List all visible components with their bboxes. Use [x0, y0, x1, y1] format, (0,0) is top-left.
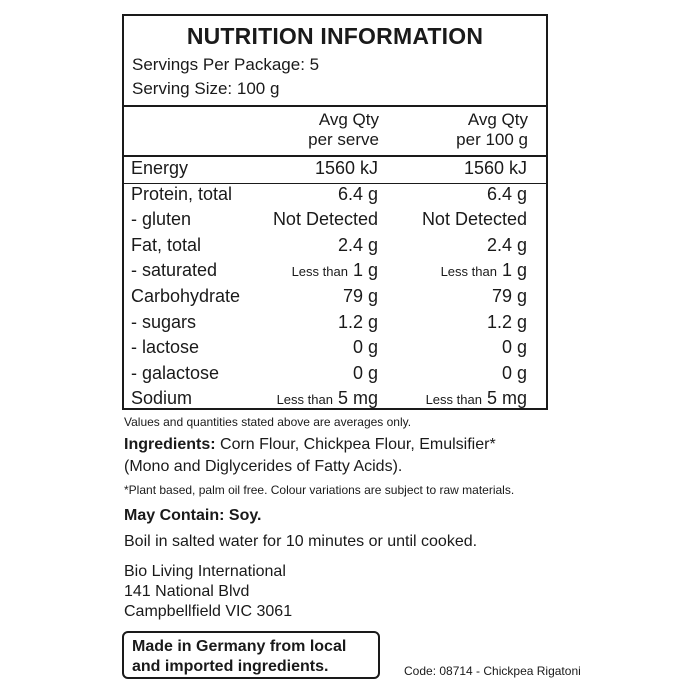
- divider-energy: [124, 183, 546, 184]
- nutrient-value: 1 g: [501, 260, 527, 281]
- column-header-per-100g: Avg Qty per 100 g: [456, 110, 528, 150]
- nutrient-value: 1.2 g: [337, 311, 378, 332]
- less-than-qualifier: Less than: [425, 392, 482, 408]
- nutrient-value: Not Detected: [272, 209, 378, 230]
- nutrition-panel: NUTRITION INFORMATION Servings Per Packa…: [122, 14, 548, 410]
- value-per-serve: 0 g: [353, 337, 378, 358]
- nutrient-value: 79 g: [342, 286, 378, 306]
- value-per-serve: 2.4 g: [338, 235, 378, 256]
- value-per-serve: Less than 5 mg: [277, 388, 378, 409]
- nutrient-row: Sodium Less than 5 mg Less than 5 mg: [124, 388, 546, 413]
- nutrient-value: 2.4 g: [337, 234, 378, 255]
- value-per-100g: 1.2 g: [487, 312, 527, 333]
- value-per-serve: 6.4 g: [338, 184, 378, 205]
- nutrient-row: - galactose 0 g 0 g: [124, 363, 546, 388]
- value-per-100g: 0 g: [502, 337, 527, 358]
- value-per-100g: 79 g: [492, 286, 527, 307]
- nutrient-value: 0 g: [352, 362, 378, 383]
- nutrient-label: - sugars: [131, 311, 197, 332]
- origin-line: Made in Germany from local: [132, 638, 347, 655]
- ingredients-line-2: (Mono and Diglycerides of Fatty Acids).: [124, 458, 403, 475]
- nutrient-label: Protein, total: [131, 183, 233, 204]
- company-street: 141 National Blvd: [124, 583, 250, 600]
- divider-top: [124, 105, 546, 107]
- value-per-serve: 79 g: [343, 286, 378, 307]
- nutrient-value: 1.2 g: [486, 311, 527, 332]
- serving-size: Serving Size: 100 g: [132, 79, 280, 98]
- divider-header: [124, 155, 546, 157]
- company-name: Bio Living International: [124, 563, 286, 580]
- value-per-100g: Less than 1 g: [441, 260, 527, 281]
- nutrient-value: 0 g: [352, 337, 378, 358]
- nutrient-value: 5 mg: [337, 388, 378, 409]
- nutrient-value: Not Detected: [421, 209, 527, 230]
- nutrient-value: 0 g: [501, 337, 527, 358]
- origin-line: and imported ingredients.: [132, 658, 329, 675]
- less-than-qualifier: Less than: [291, 264, 348, 280]
- nutrient-label: Carbohydrate: [131, 286, 241, 306]
- value-per-100g: 0 g: [502, 363, 527, 384]
- ingredients-heading: Ingredients:: [124, 436, 216, 453]
- footnote: *Plant based, palm oil free. Colour vari…: [124, 483, 515, 497]
- nutrient-label: Energy: [131, 158, 189, 178]
- nutrient-value: 0 g: [501, 362, 527, 383]
- value-per-100g: 1560 kJ: [464, 158, 527, 179]
- nutrient-value: 2.4 g: [486, 234, 527, 255]
- less-than-qualifier: Less than: [276, 392, 333, 408]
- nutrient-value: 6.4 g: [486, 183, 527, 204]
- cooking-instructions: Boil in salted water for 10 minutes or u…: [124, 533, 478, 550]
- column-header-line: Avg Qty: [467, 110, 528, 129]
- nutrient-value: 1560 kJ: [463, 158, 527, 178]
- may-contain: May Contain: Soy.: [124, 507, 262, 524]
- nutrient-row: - sugars 1.2 g 1.2 g: [124, 312, 546, 337]
- column-header-per-serve: Avg Qty per serve: [308, 110, 379, 150]
- less-than-qualifier: Less than: [440, 264, 497, 280]
- ingredients-text: Corn Flour, Chickpea Flour, Emulsifier*: [215, 436, 496, 453]
- nutrient-value: 6.4 g: [337, 183, 378, 204]
- value-per-100g: Not Detected: [422, 209, 527, 230]
- ingredients-line-1: Ingredients: Corn Flour, Chickpea Flour,…: [124, 436, 496, 454]
- value-per-serve: Less than 1 g: [292, 260, 378, 281]
- origin-box: Made in Germany from local and imported …: [122, 631, 380, 679]
- company-city: Campbellfield VIC 3061: [124, 603, 293, 620]
- panel-title: NUTRITION INFORMATION: [186, 23, 484, 49]
- nutrient-row: - gluten Not Detected Not Detected: [124, 209, 546, 234]
- value-per-100g: 2.4 g: [487, 235, 527, 256]
- value-per-serve: 1560 kJ: [315, 158, 378, 179]
- value-per-100g: Less than 5 mg: [426, 388, 527, 409]
- value-per-serve: Not Detected: [273, 209, 378, 230]
- averages-note: Values and quantities stated above are a…: [124, 415, 412, 429]
- column-header-line: Avg Qty: [318, 110, 379, 129]
- nutrient-value: 1 g: [352, 260, 378, 281]
- column-header-line: per serve: [308, 130, 379, 149]
- nutrient-label: Fat, total: [131, 234, 202, 255]
- servings-per-package: Servings Per Package: 5: [132, 55, 320, 74]
- nutrient-row: Carbohydrate 79 g 79 g: [124, 286, 546, 311]
- nutrient-row: Protein, total 6.4 g 6.4 g: [124, 184, 546, 209]
- nutrient-value: 79 g: [491, 286, 527, 306]
- nutrient-row: Energy 1560 kJ 1560 kJ: [124, 158, 546, 183]
- nutrient-value: 5 mg: [486, 388, 527, 409]
- nutrient-label: - lactose: [131, 337, 200, 358]
- product-code: Code: 08714 - Chickpea Rigatoni: [404, 664, 581, 678]
- column-header-line: per 100 g: [456, 130, 528, 149]
- nutrient-label: - gluten: [131, 209, 192, 230]
- value-per-serve: 1.2 g: [338, 312, 378, 333]
- value-per-100g: 6.4 g: [487, 184, 527, 205]
- nutrient-row: Fat, total 2.4 g 2.4 g: [124, 235, 546, 260]
- nutrient-row: - lactose 0 g 0 g: [124, 337, 546, 362]
- nutrient-value: 1560 kJ: [314, 158, 378, 178]
- nutrient-row: - saturated Less than 1 g Less than 1 g: [124, 260, 546, 285]
- nutrient-label: Sodium: [131, 388, 193, 409]
- value-per-serve: 0 g: [353, 363, 378, 384]
- nutrient-label: - galactose: [131, 362, 220, 383]
- nutrient-label: - saturated: [131, 260, 218, 281]
